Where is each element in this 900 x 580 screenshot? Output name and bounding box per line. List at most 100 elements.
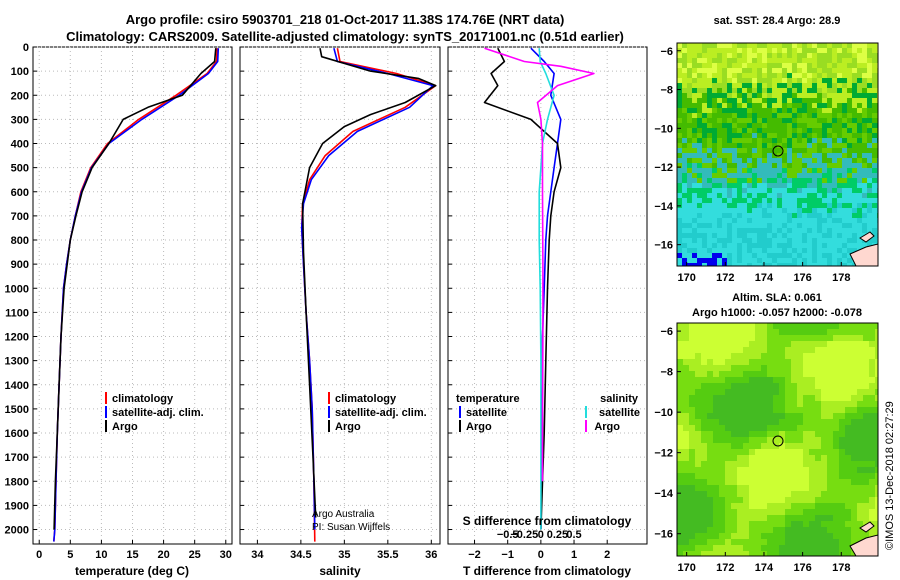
heatmap-cell (867, 228, 873, 234)
heatmap-cell (747, 243, 753, 249)
heatmap-cell (772, 68, 778, 74)
heatmap-cell (697, 168, 703, 174)
heatmap-cell (722, 173, 728, 179)
heatmap-cell (731, 533, 738, 540)
heatmap-cell (802, 143, 808, 149)
heatmap-cell (809, 401, 816, 408)
heatmap-cell (701, 521, 708, 528)
difference-panel: −2 −1 0 1 2 T difference from climatology S … (447, 46, 648, 578)
heatmap-cell (747, 118, 753, 124)
heatmap-cell (762, 198, 768, 204)
heatmap-cell (767, 533, 774, 540)
heatmap-cell (852, 68, 858, 74)
heatmap-cell (857, 133, 863, 139)
heatmap-cell (725, 365, 732, 372)
heatmap-cell (707, 449, 714, 456)
heatmap-cell (827, 401, 834, 408)
heatmap-cell (845, 431, 852, 438)
heatmap-cell (712, 238, 718, 244)
heatmap-cell (761, 395, 768, 402)
heatmap-cell (857, 323, 864, 330)
heatmap-cell (817, 118, 823, 124)
heatmap-cell (757, 163, 763, 169)
heatmap-cell (687, 153, 693, 159)
heatmap-cell (677, 258, 683, 264)
heatmap-cell (712, 213, 718, 219)
x-tick-label: 34 (251, 549, 264, 561)
heatmap-cell (817, 193, 823, 199)
heatmap-cell (852, 188, 858, 194)
heatmap-cell (857, 491, 864, 498)
heatmap-cell (767, 323, 774, 330)
heatmap-cell (872, 83, 878, 89)
heatmap-cell (743, 377, 750, 384)
heatmap-cell (839, 443, 846, 450)
heatmap-cell (707, 43, 713, 49)
heatmap-cell (812, 153, 818, 159)
heatmap-cell (697, 68, 703, 74)
heatmap-cell (762, 58, 768, 64)
heatmap-cell (707, 113, 713, 119)
heatmap-cell (833, 485, 840, 492)
heatmap-cell (677, 365, 684, 372)
heatmap-cell (692, 178, 698, 184)
heatmap-cell (869, 449, 876, 456)
heatmap-cell (767, 461, 774, 468)
heatmap-cell (842, 248, 848, 254)
heatmap-cell (867, 213, 873, 219)
heatmap-cell (803, 377, 810, 384)
heatmap-cell (792, 83, 798, 89)
heatmap-cell (761, 533, 768, 540)
heatmap-cell (777, 203, 783, 209)
y-tick-label: 100 (11, 66, 29, 78)
heatmap-cell (761, 539, 768, 546)
heatmap-cell (812, 173, 818, 179)
y-tick-label: 400 (11, 139, 29, 151)
heatmap-cell (791, 461, 798, 468)
heatmap-cell (767, 449, 774, 456)
heatmap-cell (779, 377, 786, 384)
heatmap-cell (785, 491, 792, 498)
heatmap-cell (702, 108, 708, 114)
heatmap-cell (777, 253, 783, 259)
heatmap-cell (812, 233, 818, 239)
heatmap-cell (697, 253, 703, 259)
heatmap-cell (747, 73, 753, 79)
heatmap-cell (852, 73, 858, 79)
heatmap-cell (677, 238, 683, 244)
heatmap-cell (687, 88, 693, 94)
heatmap-cell (773, 515, 780, 522)
heatmap-cell (852, 243, 858, 249)
heatmap-cell (737, 323, 744, 330)
heatmap-cell (797, 515, 804, 522)
heatmap-cell (702, 138, 708, 144)
heatmap-cell (683, 353, 690, 360)
heatmap-cell (802, 133, 808, 139)
heatmap-cell (785, 473, 792, 480)
heatmap-cell (857, 233, 863, 239)
heatmap-cell (687, 263, 693, 266)
heatmap-cell (791, 359, 798, 366)
heatmap-cell (722, 263, 728, 266)
heatmap-cell (797, 248, 803, 254)
heatmap-cell (732, 203, 738, 209)
heatmap-cell (725, 329, 732, 336)
heatmap-cell (677, 183, 683, 189)
heatmap-cell (803, 503, 810, 510)
heatmap-cell (787, 48, 793, 54)
heatmap-cell (767, 491, 774, 498)
heatmap-cell (722, 183, 728, 189)
heatmap-cell (845, 539, 852, 546)
heatmap-cell (689, 521, 696, 528)
heatmap-cell (867, 88, 873, 94)
heatmap-cell (787, 123, 793, 129)
heatmap-cell (857, 509, 864, 516)
heatmap-cell (832, 208, 838, 214)
heatmap-cell (782, 253, 788, 259)
heatmap-cell (802, 113, 808, 119)
heatmap-cell (863, 389, 870, 396)
heatmap-cell (782, 43, 788, 49)
heatmap-cell (869, 341, 876, 348)
heatmap-cell (833, 527, 840, 534)
heatmap-cell (812, 63, 818, 69)
